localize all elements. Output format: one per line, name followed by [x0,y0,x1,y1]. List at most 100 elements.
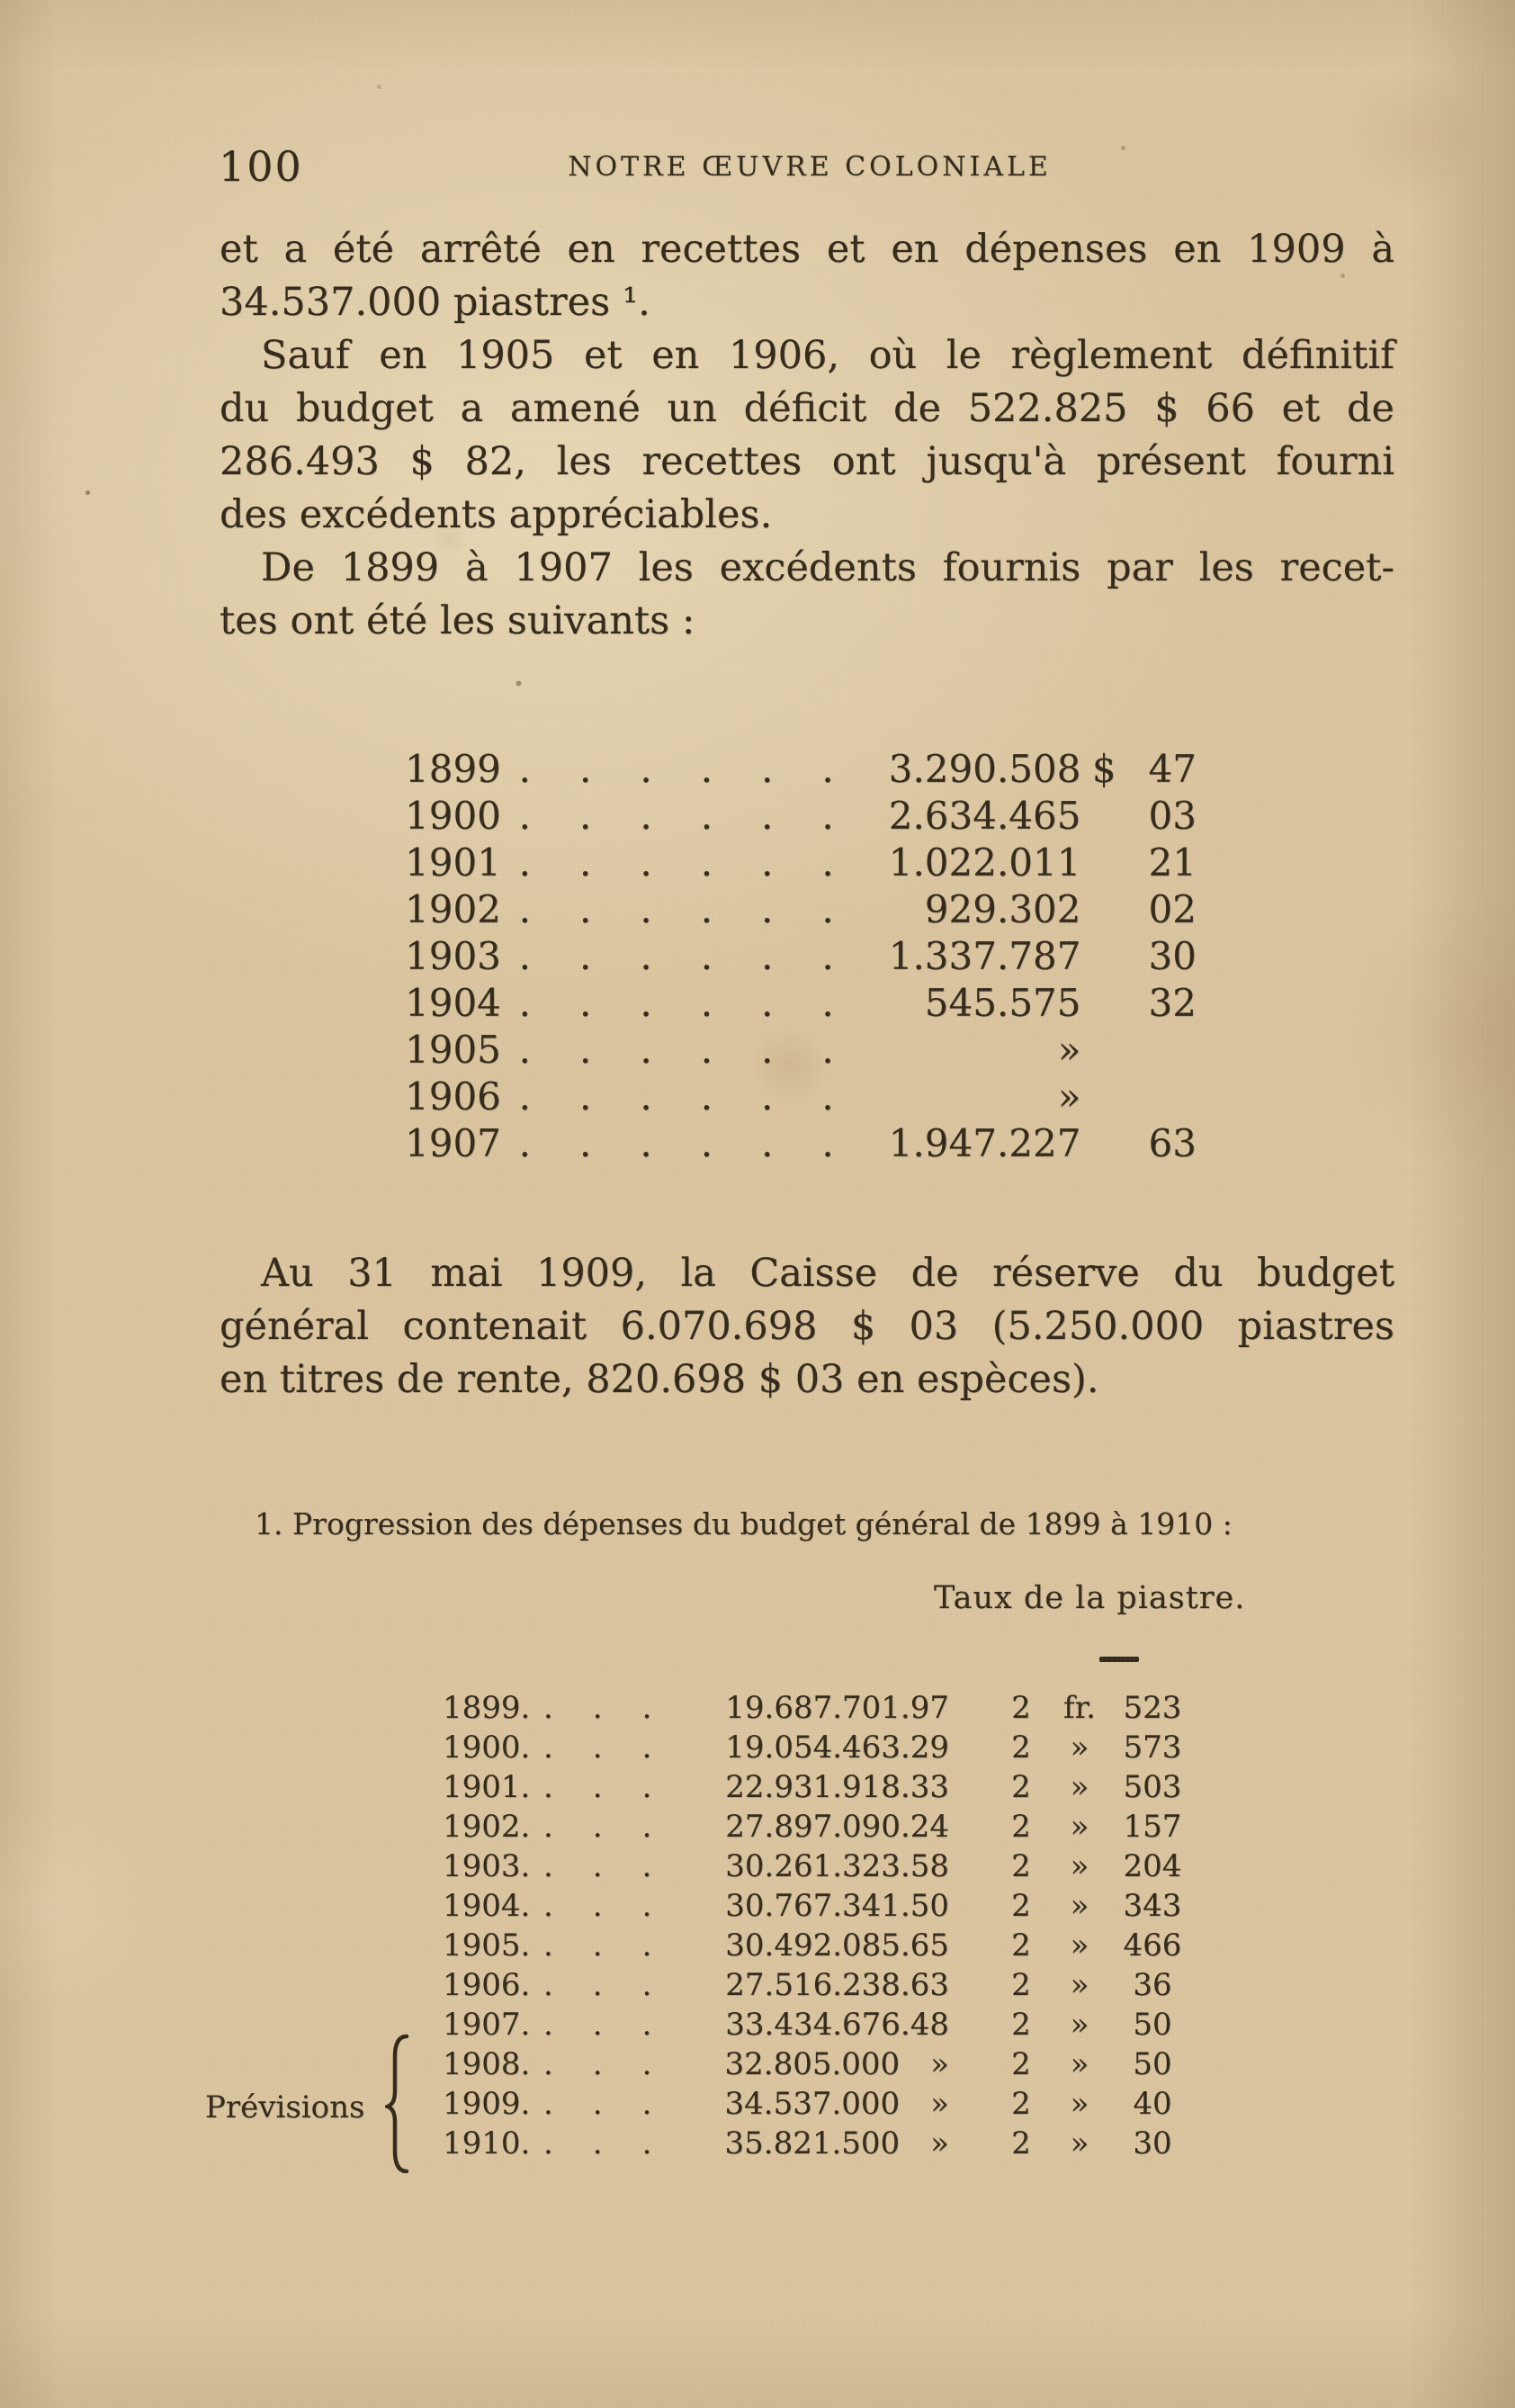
footnote-heading: 1. Progression des dépenses du budget gé… [255,1506,1233,1541]
year-label: 1904. [443,1888,531,1924]
rate-integer: 2 [1011,1730,1031,1766]
excedents-table: 1899 ...... 3.290.508 $ 47 1900 ...... 2… [405,747,1197,1168]
text-line: 34.537.000 piastres ¹. [220,280,650,325]
progression-row: 1902. ... 27.897.090.24 2 » 157 [443,1809,1204,1848]
text-line: 286.493 $ 82, les recettes ont jusqu'à p… [220,439,1394,484]
rate-integer: 2 [1011,2007,1031,2043]
dot-leader: ...... [518,747,857,791]
dot-leader: ...... [518,1028,857,1072]
rate-unit: » [1070,2007,1089,2043]
rate-decimals: 523 [1123,1690,1182,1726]
running-title: NOTRE ŒUVRE COLONIALE [568,151,1052,183]
year-label: 1902. [443,1809,531,1845]
amount-value: 22.931.918.33 [725,1769,949,1805]
dot-leader: ... [543,1967,692,2003]
cents-value: 30 [1148,934,1197,978]
page-number: 100 [219,142,303,191]
rate-unit: » [1070,2046,1089,2082]
excedents-row: 1907 ...... 1.947.227 63 [405,1121,1197,1168]
cents-value: 32 [1148,981,1197,1025]
rate-decimals: 573 [1123,1730,1182,1766]
excedents-row: 1904 ...... 545.575 32 [405,981,1197,1028]
dot-leader: ...... [518,840,857,885]
rate-decimals: 50 [1133,2046,1172,2082]
rate-unit: » [1070,2125,1089,2161]
year-label: 1900 [405,794,501,838]
year-label: 1904 [405,981,501,1025]
rate-decimals: 157 [1123,1809,1182,1845]
paragraph-excedents-intro: De 1899 à 1907 les excédents fournis par… [220,542,1394,648]
excedents-row: 1900 ...... 2.634.465 03 [405,794,1197,840]
cents-value: 03 [1148,794,1197,838]
rate-unit: » [1070,1809,1089,1845]
cents-value: 21 [1148,840,1197,885]
progression-row: 1910. ... 35.821.500 » 2 » 30 [443,2125,1204,2165]
previsions-brace [385,2034,409,2174]
amount-value: 35.821.500 » [724,2125,949,2161]
progression-row: 1905. ... 30.492.085.65 2 » 466 [443,1927,1204,1967]
year-label: 1902 [405,887,501,931]
year-label: 1906 [405,1074,501,1119]
year-label: 1905 [405,1028,501,1072]
dot-leader: ... [543,1730,692,1766]
progression-row: 1909. ... 34.537.000 » 2 » 40 [443,2086,1204,2125]
rate-integer: 2 [1011,1927,1031,1963]
text-line: des excédents appréciables. [220,492,773,537]
year-label: 1903. [443,1848,531,1884]
amount-value: 32.805.000 » [724,2046,949,2082]
dot-leader: ...... [518,887,857,931]
rate-decimals: 343 [1123,1888,1182,1924]
piastre-sign: $ [1091,747,1116,791]
rate-decimals: 40 [1133,2086,1172,2122]
dot-leader: ...... [518,981,857,1025]
text-line: De 1899 à 1907 les excédents fournis par… [261,545,1394,590]
rate-unit: » [1070,1967,1089,2003]
year-label: 1901. [443,1769,531,1805]
excedents-row: 1903 ...... 1.337.787 30 [405,934,1197,981]
dot-leader: ... [543,1769,692,1805]
text-line: du budget a amené un déficit de 522.825 … [220,386,1394,431]
progression-row: 1908. ... 32.805.000 » 2 » 50 [443,2046,1204,2086]
rate-integer: 2 [1011,1888,1031,1924]
amount-value: 19.054.463.29 [725,1730,949,1766]
rate-decimals: 30 [1133,2125,1172,2161]
rate-column-header: Taux de la piastre. [934,1580,1246,1616]
excedents-row: 1901 ...... 1.022.011 21 [405,840,1197,887]
rate-integer: 2 [1011,2046,1031,2082]
cents-value: 63 [1148,1121,1197,1165]
amount-value: 545.575 [924,981,1081,1025]
cents-value: 47 [1148,747,1197,791]
amount-value: » [1057,1074,1081,1119]
amount-value: 30.767.341.50 [725,1888,949,1924]
paragraph-budget-1909: et a été arrêté en recettes et en dépens… [220,223,1394,329]
year-label: 1899. [443,1690,531,1726]
year-label: 1907. [443,2007,531,2043]
progression-table: 1899. ... 19.687.701.97 2 fr. 523 1900. … [443,1690,1204,2165]
year-label: 1903 [405,934,501,978]
rate-unit: fr. [1063,1690,1096,1726]
dot-leader: ... [543,2046,692,2082]
excedents-row: 1905 ...... » [405,1028,1197,1074]
amount-value: 3.290.508 [888,747,1081,791]
year-label: 1907 [405,1121,501,1165]
dot-leader: ... [543,1848,692,1884]
rate-decimals: 204 [1123,1848,1182,1884]
cents-value: 02 [1148,887,1197,931]
rate-decimals: 50 [1133,2007,1172,2043]
text-line: tes ont été les suivants : [220,598,695,643]
dot-leader: ...... [518,1121,857,1165]
rate-unit: » [1070,1927,1089,1963]
dot-leader: ... [543,1888,692,1924]
progression-row: 1901. ... 22.931.918.33 2 » 503 [443,1769,1204,1809]
year-label: 1901 [405,840,501,885]
amount-value: 929.302 [924,887,1081,931]
year-label: 1905. [443,1927,531,1963]
rate-header-dash [1099,1657,1139,1662]
year-label: 1900. [443,1730,531,1766]
amount-value: 33.434.676.48 [725,2007,949,2043]
paper-specks [0,0,3,3]
dot-leader: ... [543,1690,692,1726]
amount-value: 30.492.085.65 [725,1927,949,1963]
text-line: général contenait 6.070.698 $ 03 (5.250.… [220,1304,1394,1349]
